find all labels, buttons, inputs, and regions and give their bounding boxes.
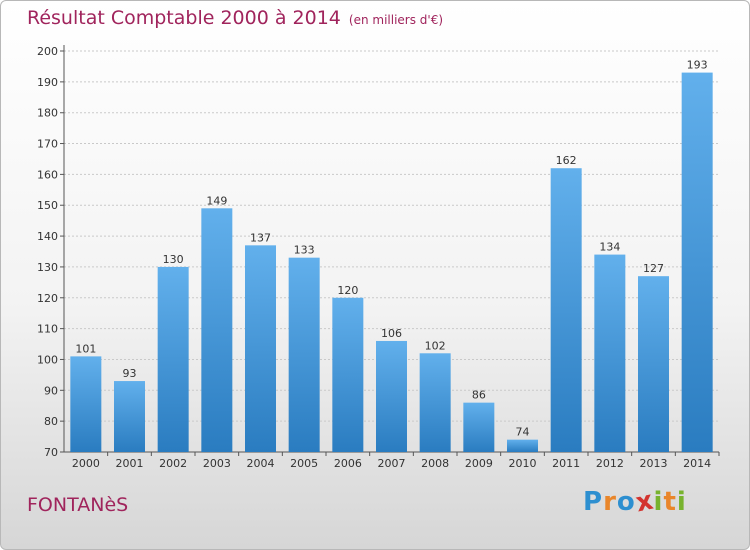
chart-unit-note: (en milliers d'€) <box>348 13 444 27</box>
x-tick-label: 2010 <box>509 457 537 470</box>
proxiti-logo: Proxiti <box>583 485 687 518</box>
logo-letter: i <box>653 487 664 517</box>
x-tick-label: 2005 <box>290 457 318 470</box>
bar-2007 <box>376 340 407 452</box>
bar-2012 <box>594 254 626 452</box>
bars <box>70 72 713 452</box>
data-label: 102 <box>425 339 446 352</box>
x-tick-label: 2004 <box>247 457 275 470</box>
x-tick-label: 2014 <box>683 457 711 470</box>
y-tick-label: 200 <box>37 45 58 58</box>
bar-2008 <box>419 353 451 452</box>
x-tick-label: 2011 <box>552 457 580 470</box>
data-label: 134 <box>599 241 620 254</box>
data-label: 127 <box>643 262 664 275</box>
x-tick-label: 2013 <box>640 457 668 470</box>
bar-2013 <box>638 276 669 452</box>
y-tick-label: 120 <box>37 292 58 305</box>
y-tick-label: 190 <box>37 76 58 89</box>
x-tick-label: 2003 <box>203 457 231 470</box>
bar-2014 <box>681 72 713 452</box>
y-tick-label: 100 <box>37 353 58 366</box>
data-label: 130 <box>163 253 184 266</box>
y-tick-label: 90 <box>44 384 58 397</box>
bar-2000 <box>70 356 102 452</box>
bar-2001 <box>114 381 145 452</box>
bar-2005 <box>288 257 320 452</box>
x-tick-label: 2000 <box>72 457 100 470</box>
y-tick-label: 80 <box>44 415 58 428</box>
x-tick-label: 2009 <box>465 457 493 470</box>
chart-title: Résultat Comptable 2000 à 2014 <box>27 7 341 29</box>
x-tick-label: 2012 <box>596 457 624 470</box>
bar-2010 <box>507 439 538 452</box>
logo-letter: t <box>663 487 677 517</box>
bar-2009 <box>463 402 495 452</box>
y-tick-label: 170 <box>37 138 58 151</box>
logo-letter: o <box>616 487 636 517</box>
x-tick-label: 2002 <box>159 457 187 470</box>
data-label: 149 <box>206 194 227 207</box>
bar-2003 <box>201 208 233 452</box>
y-tick-label: 110 <box>37 323 58 336</box>
data-label: 93 <box>123 367 137 380</box>
bar-2006 <box>332 297 364 452</box>
y-tick-label: 160 <box>37 168 58 181</box>
y-tick-label: 140 <box>37 230 58 243</box>
data-label: 106 <box>381 327 402 340</box>
x-tick-label: 2008 <box>421 457 449 470</box>
data-label: 137 <box>250 231 271 244</box>
x-tick-label: 2001 <box>116 457 144 470</box>
y-tick-label: 130 <box>37 261 58 274</box>
data-label: 74 <box>516 426 530 439</box>
data-label: 101 <box>75 342 96 355</box>
data-label: 86 <box>472 389 486 402</box>
logo-letter: P <box>583 487 604 517</box>
bar-2011 <box>550 168 582 452</box>
y-tick-label: 150 <box>37 199 58 212</box>
logo-letter: i <box>676 487 687 517</box>
logo-letter: r <box>603 487 617 517</box>
data-label: 162 <box>556 154 577 167</box>
data-labels: 101 93 130 149 137 133 120 106 102 86 74 162 134 127 1… <box>75 59 707 439</box>
data-label: 133 <box>294 244 315 257</box>
bar-2002 <box>157 266 189 452</box>
town-name: FONTANèS <box>27 494 129 516</box>
x-tick-label: 2006 <box>334 457 362 470</box>
bar-2004 <box>245 245 276 452</box>
data-label: 193 <box>687 59 708 72</box>
data-label: 120 <box>337 284 358 297</box>
y-tick-label: 180 <box>37 107 58 120</box>
chart-title-block: Résultat Comptable 2000 à 2014 (en millie… <box>27 7 443 29</box>
x-tick-label: 2007 <box>378 457 406 470</box>
y-tick-label: 70 <box>44 446 58 459</box>
